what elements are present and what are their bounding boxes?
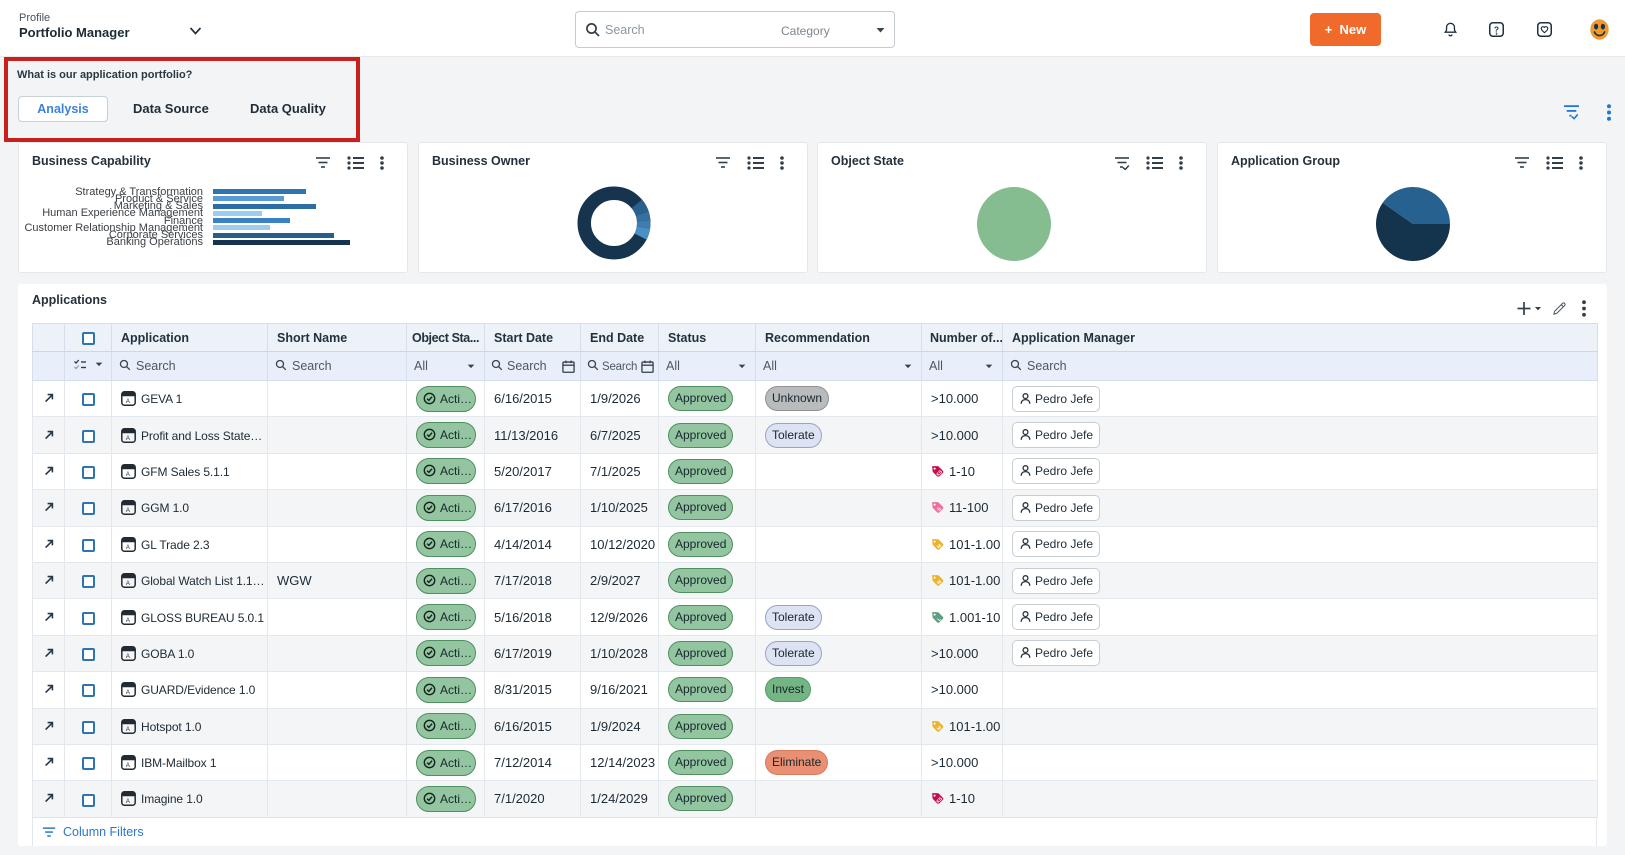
svg-text:XS: XS [935, 796, 944, 805]
svg-text:M: M [936, 725, 943, 732]
svg-text:M: M [936, 543, 943, 550]
svg-text:M: M [936, 579, 943, 586]
svg-text:L: L [936, 616, 942, 622]
svg-text:?: ? [1494, 24, 1499, 34]
svg-text:S: S [936, 506, 943, 513]
svg-text:XS: XS [935, 469, 944, 478]
